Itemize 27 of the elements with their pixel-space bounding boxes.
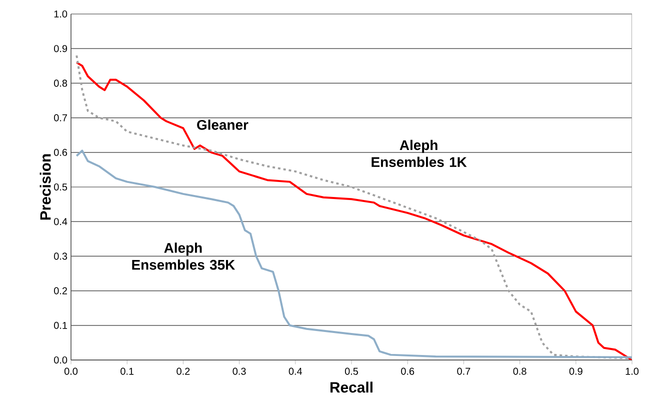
x-tick-label: 0.4	[288, 368, 302, 375]
series-label: Aleph Ensembles 35K	[132, 242, 236, 270]
y-tick-label: 1.0	[54, 10, 68, 18]
x-tick-label: 0.5	[344, 368, 358, 375]
y-tick-label: 0.2	[54, 287, 67, 294]
y-tick-label: 0.7	[54, 114, 67, 122]
x-tick-label: 0.8	[513, 368, 526, 375]
x-tick-label: 0.9	[569, 368, 582, 375]
series-label: Aleph Ensembles 1K	[372, 140, 467, 168]
y-tick-label: 0.4	[54, 218, 68, 226]
y-tick-label: 0.3	[54, 252, 68, 260]
x-axis-title: Recall	[330, 382, 372, 393]
x-tick-label: 0.0	[64, 368, 78, 375]
y-tick-label: 0.1	[54, 322, 67, 329]
x-tick-label: 0.6	[401, 368, 414, 375]
y-axis-title: Precision	[40, 154, 51, 220]
x-tick-label: 0.7	[457, 368, 470, 375]
y-tick-label: 0.6	[54, 148, 68, 156]
x-tick-label: 0.2	[176, 368, 190, 375]
x-tick-label: 0.3	[232, 368, 246, 375]
x-tick-label: 0.1	[120, 368, 134, 375]
y-tick-label: 0.5	[54, 183, 68, 191]
y-tick-label: 0.9	[54, 45, 68, 52]
series-label: Gleaner	[197, 120, 248, 130]
y-tick-label: 0.0	[54, 356, 68, 364]
x-tick-label: 1.0	[626, 368, 639, 375]
y-tick-label: 0.8	[54, 80, 68, 87]
